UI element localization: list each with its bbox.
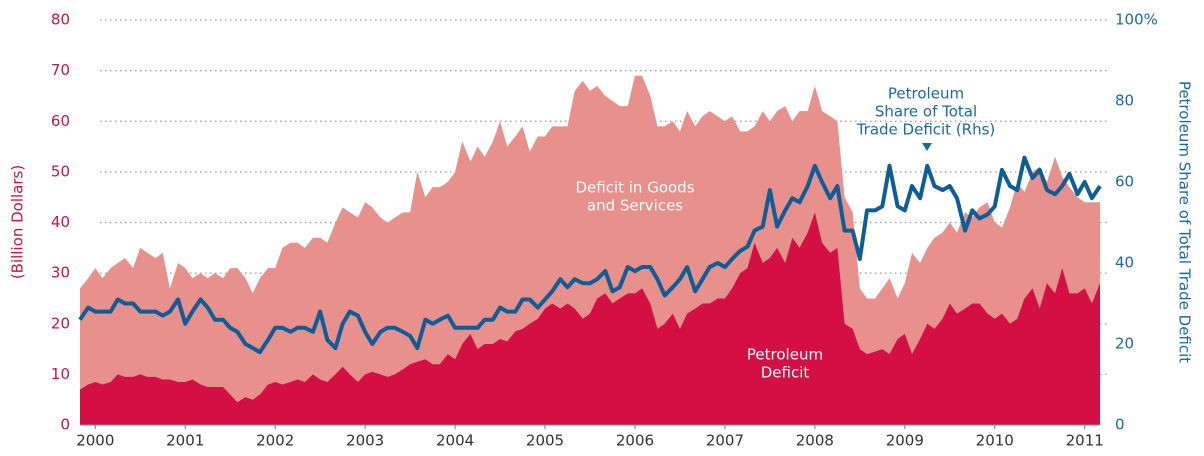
annotation: Deficit in Goods — [575, 179, 694, 197]
line — [78, 155, 1102, 355]
y-tick-label: 30 — [51, 264, 70, 282]
annotation: Trade Deficit (Rhs) — [856, 121, 996, 139]
x-tick-label: 2005 — [526, 432, 564, 450]
annotation-arrow — [922, 143, 932, 151]
x-tick-label: 2002 — [256, 432, 294, 450]
y-tick-label: 40 — [51, 213, 70, 231]
x-tick-label: 2001 — [166, 432, 204, 450]
labels: 0 10 20 30 40 50 60 70 80 0 20 40 60 80 100% 2000 2001 20… — [51, 11, 1158, 450]
annotation: Share of Total — [875, 103, 977, 121]
y-tick-label: 60 — [51, 112, 70, 130]
y2-tick-label: 0 — [1115, 416, 1125, 434]
x-tick-label: 2003 — [346, 432, 384, 450]
y-tick-label: 50 — [51, 162, 70, 180]
annotation: Petroleum — [888, 85, 964, 103]
x-tick-label: 2008 — [796, 432, 834, 450]
x-tick-label: 2000 — [76, 432, 114, 450]
annotation: and Services — [587, 197, 683, 215]
y-tick-label: 10 — [51, 365, 70, 383]
annotation: Petroleum — [747, 346, 823, 364]
annotation: Deficit — [761, 364, 810, 382]
y2-tick-label: 100% — [1115, 11, 1158, 29]
area — [80, 212, 1100, 425]
y-tick-label: 70 — [51, 61, 70, 79]
y2-axis-title: Petroleum Share of Total Trade Deficit — [1176, 81, 1194, 363]
data — [78, 75, 1102, 425]
x-tick-label: 2009 — [886, 432, 924, 450]
y-tick-label: 80 — [51, 11, 70, 29]
y2-tick-label: 40 — [1115, 254, 1134, 272]
y2-tick-label: 20 — [1115, 335, 1134, 353]
y2-tick-label: 80 — [1115, 92, 1134, 110]
y-tick-label: 0 — [60, 416, 70, 434]
y2-tick-label: 60 — [1115, 173, 1134, 191]
x-tick-label: 2004 — [436, 432, 474, 450]
x-tick-label: 2007 — [706, 432, 744, 450]
x-tick-label: 2011 — [1066, 432, 1104, 450]
x-tick-label: 2006 — [616, 432, 654, 450]
y-tick-label: 20 — [51, 314, 70, 332]
x-tick-label: 2010 — [976, 432, 1014, 450]
y-axis-title: (Billion Dollars) — [9, 165, 27, 279]
